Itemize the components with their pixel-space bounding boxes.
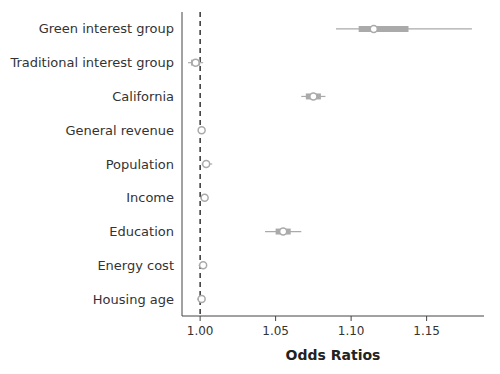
x-axis-label: Odds Ratios [286, 347, 381, 363]
point-estimate [280, 228, 287, 235]
point-estimate [198, 127, 205, 134]
point-estimate [192, 59, 199, 66]
point-estimate [200, 262, 207, 269]
x-tick-label: 1.00 [187, 324, 214, 338]
ci-bar [359, 26, 409, 32]
ci-bar [276, 229, 291, 235]
ci-bar [306, 93, 321, 99]
category-label: Traditional interest group [9, 55, 174, 70]
point-estimate [201, 194, 208, 201]
category-label: Income [126, 190, 174, 205]
category-label: General revenue [65, 123, 174, 138]
x-tick [200, 316, 201, 321]
ci-bar [191, 60, 200, 66]
chart: Green interest group Traditional interest… [0, 0, 500, 374]
point-estimate [198, 296, 205, 303]
point-estimate [203, 161, 210, 168]
x-tick-label: 1.15 [413, 324, 440, 338]
x-axis-line [182, 316, 484, 317]
ci-bar [203, 161, 209, 167]
x-tick [275, 316, 276, 321]
category-label: Housing age [93, 292, 174, 307]
category-label: Education [109, 224, 174, 239]
point-estimate [310, 93, 317, 100]
x-tick-label: 1.05 [262, 324, 289, 338]
y-axis-line [182, 12, 183, 316]
category-label: California [112, 89, 174, 104]
category-label: Population [106, 157, 174, 172]
reference-line [200, 12, 201, 316]
x-tick-label: 1.10 [338, 324, 365, 338]
category-label: Energy cost [97, 258, 174, 273]
ci-whisker [336, 28, 472, 29]
point-estimate [370, 25, 377, 32]
plot-area [188, 12, 472, 316]
x-tick [426, 316, 427, 321]
x-tick [351, 316, 352, 321]
category-label: Green interest group [39, 21, 174, 36]
